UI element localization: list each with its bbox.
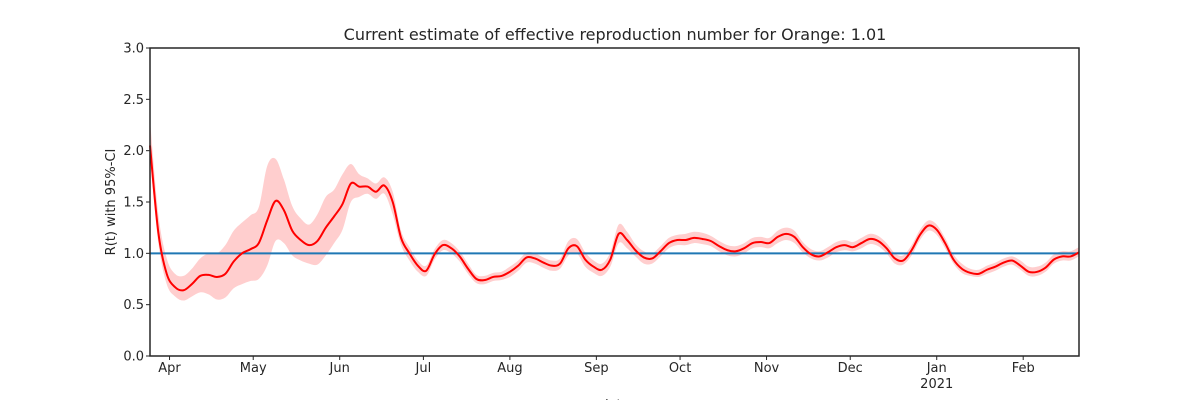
x-tick-label: Oct <box>669 361 691 376</box>
x-tick-label: Apr <box>158 361 181 376</box>
series-line <box>149 145 1080 292</box>
x-tick-year-label: 2021 <box>920 377 953 392</box>
y-tick-label: 2.5 <box>123 93 144 108</box>
x-tick-label: Jul <box>415 361 432 376</box>
confidence-band <box>150 119 1079 301</box>
x-tick-label: May <box>240 361 267 376</box>
x-tick-label: Dec <box>838 361 863 376</box>
x-tick-label: Jun <box>329 361 350 376</box>
y-tick-label: 0.0 <box>123 350 144 365</box>
y-axis-label: R(t) with 95%-CI <box>104 149 119 256</box>
y-tick-label: 3.0 <box>123 42 144 57</box>
y-tick-label: 1.5 <box>123 196 144 211</box>
x-tick-label: Sep <box>584 361 609 376</box>
y-tick-label: 1.0 <box>123 247 144 262</box>
x-tick-label: Nov <box>754 361 780 376</box>
y-tick-label: 0.5 <box>123 298 144 313</box>
x-tick-label: Aug <box>497 361 522 376</box>
y-tick-label: 2.0 <box>123 144 144 159</box>
x-axis-label: date <box>600 398 629 400</box>
x-tick-label: Feb <box>1012 361 1035 376</box>
x-tick-label: Jan <box>926 361 947 376</box>
chart-title: Current estimate of effective reproducti… <box>344 25 887 44</box>
y-axis: 0.0 0.5 1.0 1.5 2.0 2.5 3.0 <box>123 42 150 365</box>
plot-area: 0.0 0.5 1.0 1.5 2.0 2.5 3.0 Apr May Jun Jul Aug Sep… <box>123 42 1080 392</box>
